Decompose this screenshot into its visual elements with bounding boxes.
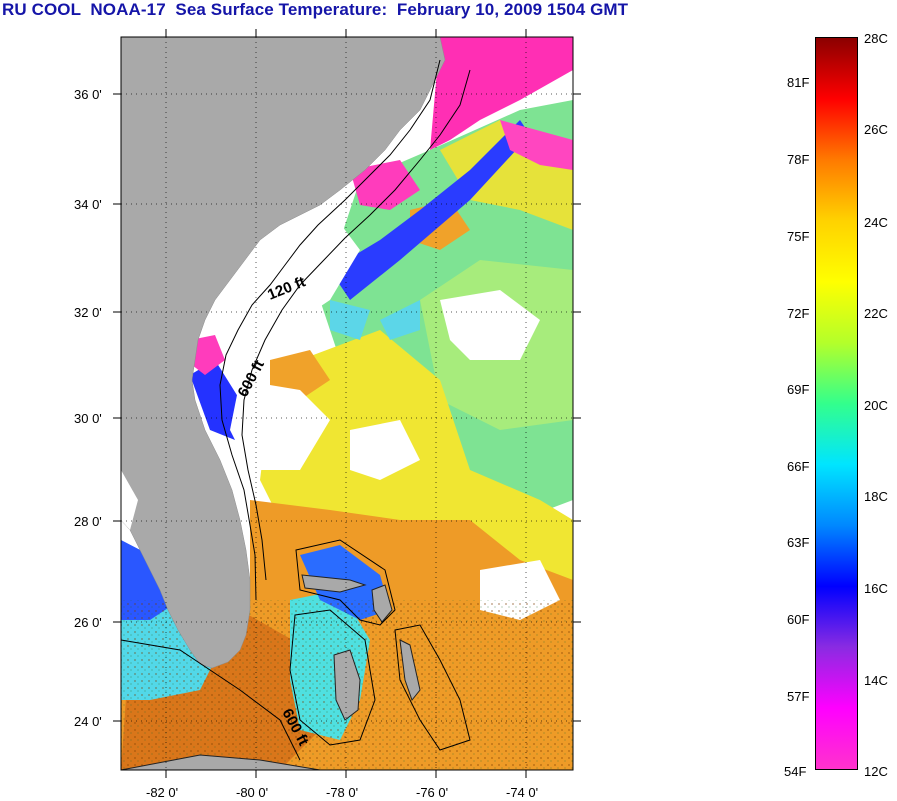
land-cuba bbox=[121, 754, 321, 770]
sst-magenta-georgia bbox=[190, 335, 225, 375]
cloud-cover bbox=[230, 380, 330, 470]
scale-label-c: 26C bbox=[864, 122, 888, 137]
scale-label-c: 18C bbox=[864, 489, 888, 504]
land-eleuthera bbox=[399, 639, 421, 702]
scale-label-f: 57F bbox=[787, 689, 810, 704]
land-gulf-coast-water bbox=[121, 470, 138, 530]
contour-bahamas bbox=[295, 539, 396, 626]
chart-title: RU COOL NOAA-17 Sea Surface Temperature:… bbox=[2, 0, 629, 19]
contour-120ft bbox=[219, 59, 441, 601]
axis-ticks bbox=[113, 29, 581, 778]
contour-600ft bbox=[241, 69, 471, 581]
lon-label: -80 0' bbox=[236, 785, 268, 800]
cloud-cover bbox=[440, 290, 540, 360]
lat-label: 28 0' bbox=[74, 514, 102, 529]
land-andros-island bbox=[333, 649, 361, 721]
sst-magenta-carolina bbox=[350, 160, 420, 210]
scale-label-c: 22C bbox=[864, 306, 888, 321]
land-grand-bahama bbox=[301, 574, 367, 593]
scale-label-c: 20C bbox=[864, 398, 888, 413]
scale-label-c: 16C bbox=[864, 581, 888, 596]
lat-label: 34 0' bbox=[74, 197, 102, 212]
temperature-color-scale bbox=[815, 37, 858, 770]
scale-label-f: 60F bbox=[787, 612, 810, 627]
map-image bbox=[121, 37, 573, 770]
lon-label: -74 0' bbox=[506, 785, 538, 800]
scale-label-c: 12C bbox=[864, 764, 888, 779]
land-abaco bbox=[371, 584, 393, 623]
contour-bahamas-east bbox=[394, 624, 471, 751]
cloud-cover bbox=[230, 210, 360, 330]
lon-label: -78 0' bbox=[326, 785, 358, 800]
sst-magenta-nc-shelf bbox=[500, 120, 573, 170]
sst-blue-georgia-coast bbox=[190, 360, 240, 440]
scale-label-f: 81F bbox=[787, 75, 810, 90]
sst-cyan-offshore bbox=[330, 300, 420, 340]
scale-label-f: 54F bbox=[784, 764, 807, 779]
graticule bbox=[121, 37, 573, 770]
lat-label: 26 0' bbox=[74, 615, 102, 630]
scale-label-f: 63F bbox=[787, 535, 810, 550]
scale-label-f: 78F bbox=[787, 152, 810, 167]
lon-label: -76 0' bbox=[416, 785, 448, 800]
lat-label: 30 0' bbox=[74, 411, 102, 426]
contour-keys bbox=[121, 639, 301, 761]
scale-label-f: 66F bbox=[787, 459, 810, 474]
lat-label: 36 0' bbox=[74, 87, 102, 102]
scale-label-c: 14C bbox=[864, 673, 888, 688]
scale-label-f: 72F bbox=[787, 306, 810, 321]
map-frame bbox=[120, 36, 574, 771]
land-us-coast bbox=[121, 37, 446, 669]
scale-label-c: 28C bbox=[864, 31, 888, 46]
contour-bahamas-south bbox=[289, 609, 376, 746]
lat-label: 24 0' bbox=[74, 714, 102, 729]
cloud-cover bbox=[350, 420, 420, 480]
scale-label-f: 75F bbox=[787, 229, 810, 244]
lat-label: 32 0' bbox=[74, 305, 102, 320]
lon-label: -82 0' bbox=[146, 785, 178, 800]
scale-label-c: 24C bbox=[864, 215, 888, 230]
scale-label-f: 69F bbox=[787, 382, 810, 397]
sst-blue-carolina-coast bbox=[330, 120, 530, 300]
